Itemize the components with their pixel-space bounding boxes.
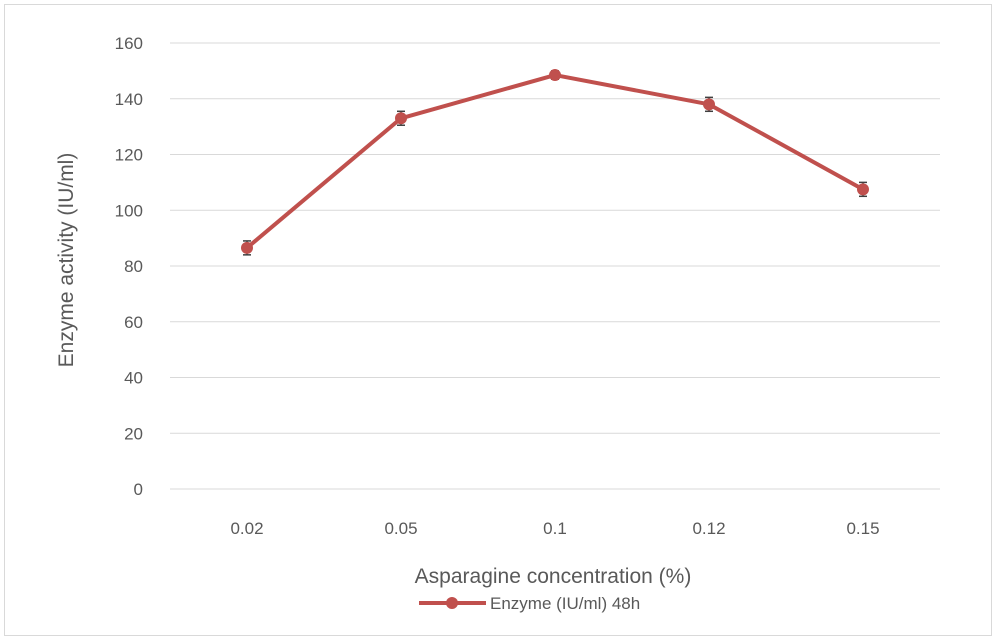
- y-tick-labels: 0 20 40 60 80 100 120 140 160: [115, 34, 143, 499]
- x-tick-label: 0.1: [543, 519, 567, 538]
- y-tick-label: 140: [115, 90, 143, 109]
- legend: Enzyme (IU/ml) 48h: [419, 594, 640, 613]
- series-layer: [241, 69, 869, 256]
- x-tick-label: 0.02: [230, 519, 263, 538]
- gridlines: [170, 42, 940, 490]
- data-point: [241, 241, 253, 254]
- x-tick-labels: 0.02 0.05 0.1 0.12 0.15: [230, 519, 879, 538]
- y-axis-title: Enzyme activity (IU/ml): [55, 153, 78, 368]
- y-tick-label: 100: [115, 201, 143, 220]
- y-tick-label: 160: [115, 34, 143, 53]
- y-tick-label: 120: [115, 146, 143, 165]
- y-tick-label: 20: [124, 424, 143, 443]
- data-point: [857, 183, 869, 196]
- y-tick-label: 60: [124, 313, 143, 332]
- legend-label: Enzyme (IU/ml) 48h: [490, 594, 640, 613]
- legend-point-marker: [446, 597, 458, 609]
- data-point: [395, 112, 407, 125]
- data-point: [549, 69, 561, 82]
- x-axis-title: Asparagine concentration (%): [415, 565, 692, 588]
- x-tick-label: 0.05: [384, 519, 417, 538]
- x-tick-label: 0.12: [692, 519, 725, 538]
- y-tick-label: 40: [124, 369, 143, 388]
- x-tick-label: 0.15: [846, 519, 879, 538]
- data-point: [703, 98, 715, 111]
- series-line: [245, 73, 864, 250]
- y-tick-label: 0: [134, 480, 143, 499]
- y-tick-label: 80: [124, 257, 143, 276]
- chart-frame: [4, 4, 992, 636]
